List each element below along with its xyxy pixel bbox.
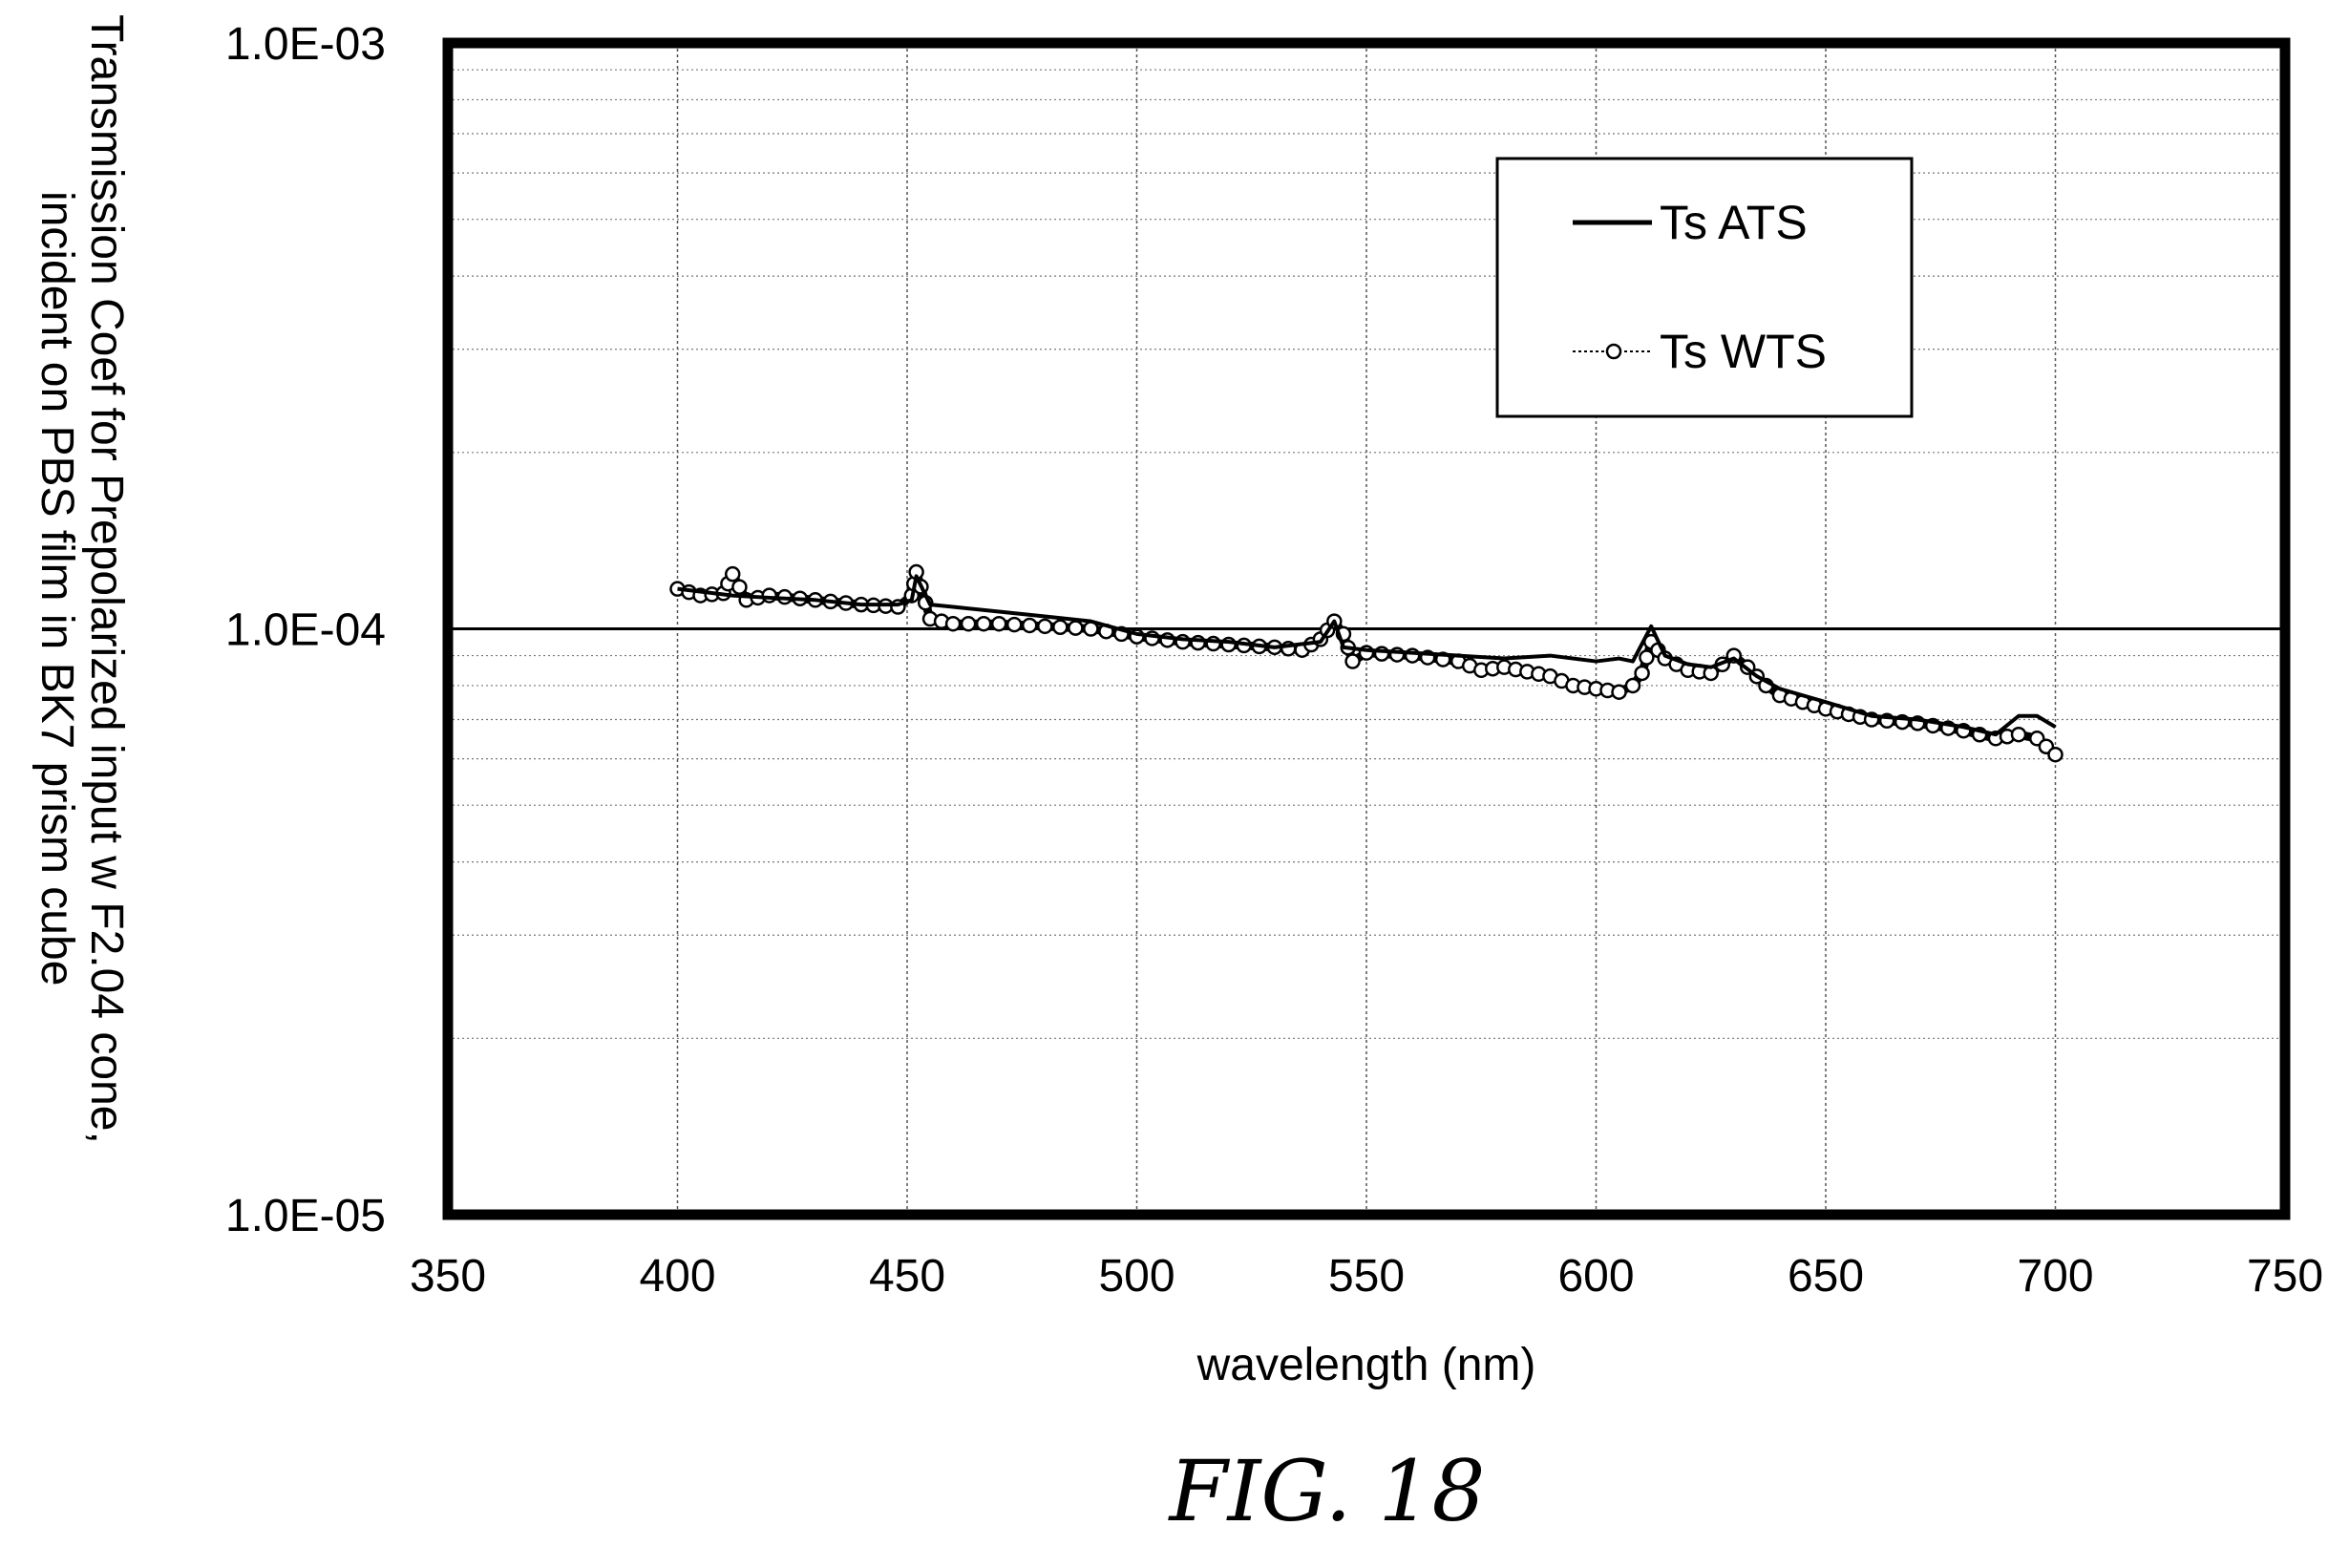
figure-caption: FIG. 18	[1168, 1442, 1486, 1540]
legend-wts-marker	[1605, 343, 1622, 360]
x-tick-labels: 350 400 450 500 550 600 650 700 750	[410, 1251, 2323, 1302]
wts-marker	[1052, 619, 1069, 635]
legend: Ts ATS Ts WTS	[1495, 157, 1914, 418]
wts-marker	[944, 615, 962, 632]
y-tick-label: 1.0E-04	[225, 605, 386, 656]
x-tick-label: 500	[1098, 1251, 1175, 1302]
wts-marker	[990, 615, 1007, 632]
y-axis-title: Transmission Coef for Prepolarized input…	[32, 14, 132, 1144]
legend-box	[1495, 157, 1914, 418]
wts-marker	[1344, 653, 1361, 669]
y-tick-labels: 1.0E-05 1.0E-04 1.0E-03	[225, 19, 386, 1241]
wts-marker	[2010, 726, 2027, 743]
y-axis-title-line-2: incident on PBS film in BK7 prism cube	[32, 191, 82, 985]
wts-marker	[761, 587, 777, 604]
x-tick-label: 700	[2017, 1251, 2093, 1302]
wts-marker	[724, 565, 741, 583]
x-tick-label: 650	[1788, 1251, 1864, 1302]
legend-wts-label: Ts WTS	[1660, 325, 1827, 378]
wts-marker	[1639, 649, 1655, 666]
wts-marker	[1611, 684, 1627, 700]
wts-marker	[1022, 617, 1038, 634]
wts-marker	[2047, 746, 2063, 763]
y-tick-label: 1.0E-05	[225, 1191, 386, 1241]
wts-marker	[960, 615, 977, 632]
x-axis-title: wavelength (nm)	[1196, 1340, 1536, 1390]
wts-marker	[1037, 618, 1053, 635]
wts-marker	[1068, 620, 1084, 636]
legend-ats-label: Ts ATS	[1660, 196, 1808, 249]
series-ts-ats-line	[677, 574, 2057, 737]
x-tick-label: 550	[1328, 1251, 1405, 1302]
wts-marker	[1624, 677, 1641, 694]
plot-frame	[442, 37, 2291, 1220]
wts-marker	[1634, 665, 1650, 682]
wts-marker	[1005, 616, 1023, 633]
x-tick-label: 400	[639, 1251, 715, 1302]
x-tick-label: 750	[2247, 1251, 2323, 1302]
y-tick-label: 1.0E-03	[225, 19, 386, 70]
y-axis-title-line-1: Transmission Coef for Prepolarized input…	[81, 14, 132, 1144]
wts-marker	[975, 615, 992, 632]
wts-marker	[731, 579, 748, 595]
x-tick-label: 350	[410, 1251, 486, 1302]
grid	[448, 43, 2285, 1215]
x-tick-label: 600	[1557, 1251, 1634, 1302]
x-tick-label: 450	[869, 1251, 945, 1302]
series-layer	[669, 563, 2063, 763]
